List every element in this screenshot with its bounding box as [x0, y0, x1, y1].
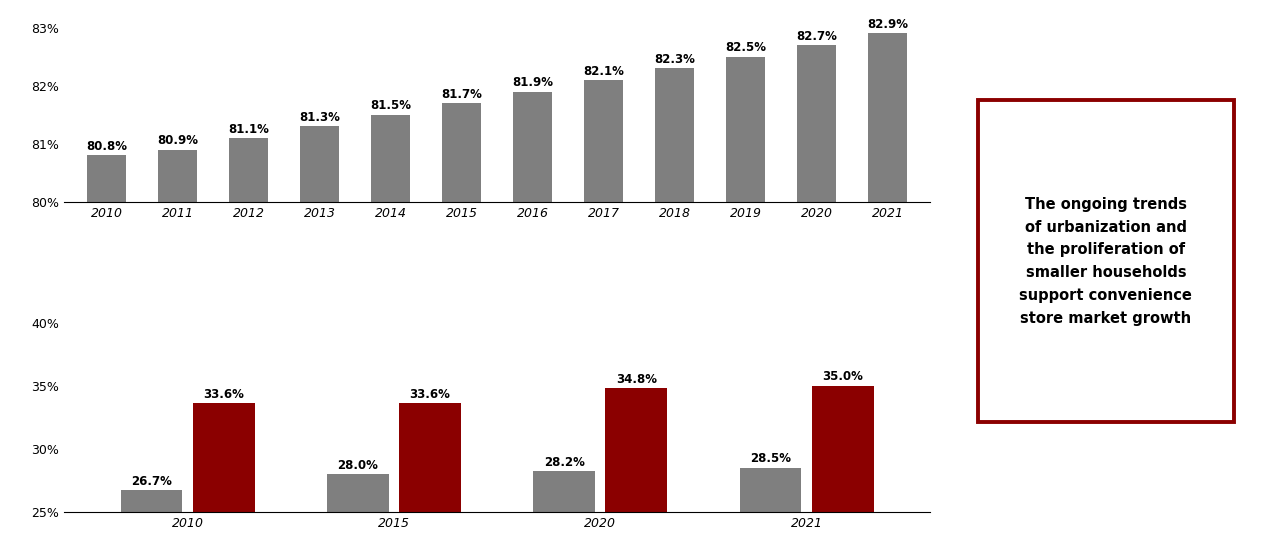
Bar	[87, 156, 126, 202]
Bar	[727, 56, 765, 202]
Text: 81.5%: 81.5%	[370, 100, 411, 112]
Bar	[812, 386, 873, 512]
Bar	[300, 126, 340, 202]
Text: 82.7%: 82.7%	[797, 30, 838, 43]
Text: 82.9%: 82.9%	[867, 18, 908, 31]
Text: 28.2%: 28.2%	[544, 456, 585, 469]
Bar	[739, 467, 802, 512]
Text: 33.6%: 33.6%	[203, 388, 244, 401]
Text: 82.5%: 82.5%	[725, 42, 766, 54]
Text: 82.1%: 82.1%	[584, 64, 624, 78]
Bar	[120, 490, 183, 512]
Text: 35.0%: 35.0%	[822, 370, 863, 383]
Text: 26.7%: 26.7%	[132, 475, 172, 488]
Text: 81.9%: 81.9%	[512, 76, 553, 89]
Bar	[605, 388, 668, 512]
Text: 81.3%: 81.3%	[299, 111, 340, 124]
Bar	[868, 34, 907, 202]
Bar	[534, 471, 595, 512]
Text: 34.8%: 34.8%	[616, 373, 656, 386]
Text: 28.0%: 28.0%	[337, 458, 378, 472]
Text: 80.8%: 80.8%	[86, 140, 126, 153]
FancyBboxPatch shape	[978, 100, 1234, 423]
Bar	[400, 403, 461, 512]
Bar	[229, 138, 268, 202]
Bar	[584, 80, 623, 202]
Bar	[158, 150, 197, 202]
Text: 81.1%: 81.1%	[229, 123, 269, 136]
Text: 33.6%: 33.6%	[410, 388, 451, 401]
Bar	[513, 92, 552, 202]
Text: 80.9%: 80.9%	[157, 134, 198, 147]
Bar	[655, 68, 695, 202]
Bar	[372, 115, 410, 202]
Text: 81.7%: 81.7%	[441, 88, 481, 101]
Text: The ongoing trends
of urbanization and
the proliferation of
smaller households
s: The ongoing trends of urbanization and t…	[1019, 197, 1193, 326]
Text: 82.3%: 82.3%	[654, 53, 695, 66]
Bar	[442, 103, 481, 202]
Text: 28.5%: 28.5%	[750, 453, 790, 465]
Bar	[327, 474, 388, 512]
Bar	[193, 403, 254, 512]
Bar	[797, 45, 836, 202]
